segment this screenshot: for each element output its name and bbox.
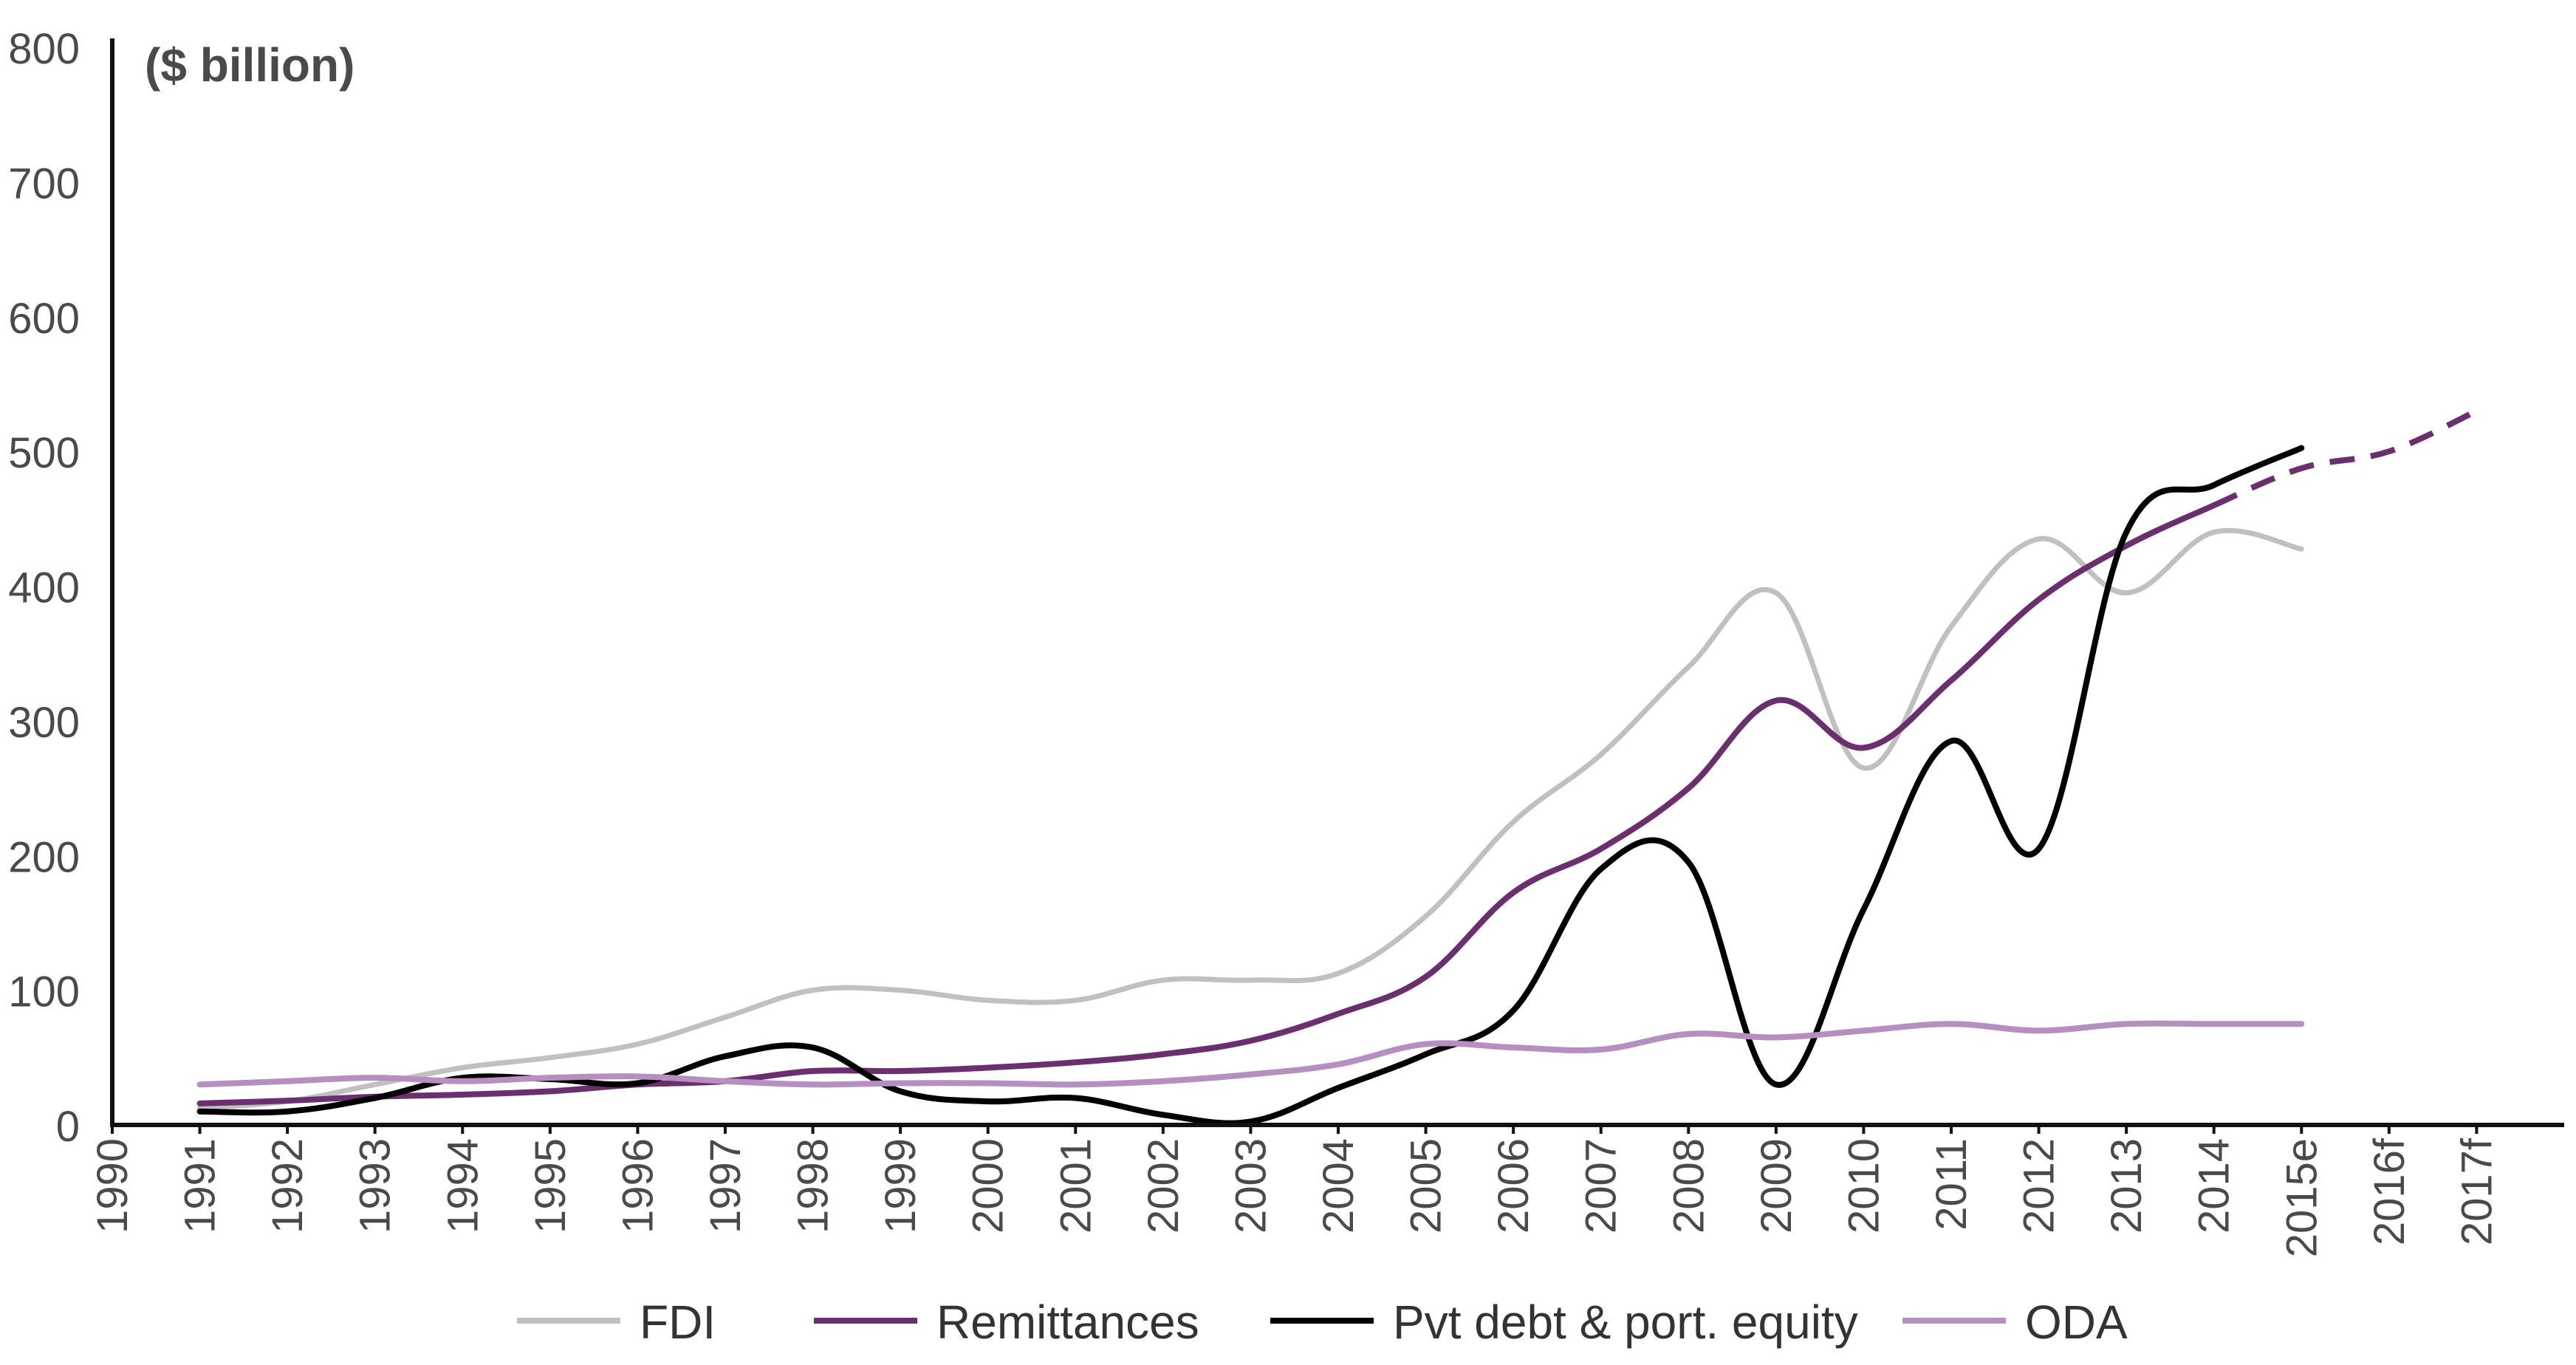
series-line-remittances-forecast bbox=[2213, 408, 2479, 508]
x-tick-label: 2007 bbox=[1578, 1138, 1626, 1234]
x-tick-label: 1999 bbox=[877, 1138, 925, 1234]
y-tick-label: 0 bbox=[56, 1103, 80, 1151]
y-tick-label: 500 bbox=[8, 429, 80, 477]
x-tick-label: 2013 bbox=[2103, 1138, 2151, 1234]
y-axis-ticks: 0 100 200 300 400 500 600 700 800 bbox=[8, 25, 80, 1151]
x-tick-label: 2008 bbox=[1665, 1138, 1713, 1234]
legend-label: Remittances bbox=[936, 1296, 1199, 1349]
x-tick-label: 1994 bbox=[439, 1138, 487, 1234]
x-tick-label: 2003 bbox=[1227, 1138, 1275, 1234]
x-tick-label: 2011 bbox=[1928, 1138, 1976, 1231]
x-tick-label: 2004 bbox=[1315, 1138, 1363, 1234]
legend-item-pvt-debt-port-equity: Pvt debt & port. equity bbox=[1270, 1296, 1858, 1349]
series-line-pvt-debt-port-equity bbox=[196, 445, 2305, 1126]
series-line-fdi bbox=[197, 527, 2304, 1111]
x-tick-label: 2010 bbox=[1840, 1138, 1888, 1234]
x-tick-label: 2015e bbox=[2278, 1138, 2326, 1257]
x-tick-label: 1990 bbox=[89, 1138, 137, 1234]
x-tick-label: 2006 bbox=[1490, 1138, 1538, 1234]
y-tick-label: 200 bbox=[8, 833, 80, 881]
x-tick-label: 2005 bbox=[1402, 1138, 1450, 1234]
legend-item-fdi: FDI bbox=[517, 1296, 716, 1349]
legend-label: FDI bbox=[640, 1296, 716, 1349]
x-tick-label: 2009 bbox=[1753, 1138, 1801, 1234]
x-tick-label: 2016f bbox=[2366, 1138, 2414, 1245]
x-tick-label: 2012 bbox=[2015, 1138, 2063, 1234]
legend: FDI Remittances Pvt debt & port. equity ODA bbox=[517, 1296, 2128, 1349]
x-axis-ticks: 1990 1991 1992 1993 1994 1995 1996 1997 1998 1999… bbox=[89, 1125, 2501, 1257]
y-tick-label: 800 bbox=[8, 25, 80, 73]
y-axis-label: ($ billion) bbox=[145, 38, 354, 92]
y-tick-label: 700 bbox=[8, 160, 80, 208]
legend-item-oda: ODA bbox=[1902, 1296, 2128, 1349]
x-tick-label: 1996 bbox=[614, 1138, 662, 1234]
x-tick-label: 1991 bbox=[177, 1138, 225, 1234]
x-tick-label: 1995 bbox=[527, 1138, 575, 1234]
y-tick-label: 400 bbox=[8, 564, 80, 612]
x-tick-label: 1993 bbox=[352, 1138, 400, 1234]
x-tick-label: 1998 bbox=[789, 1138, 837, 1234]
y-tick-label: 600 bbox=[8, 295, 80, 343]
series-lines bbox=[196, 408, 2479, 1126]
x-tick-label: 1992 bbox=[264, 1138, 312, 1234]
series-line-oda bbox=[196, 1020, 2305, 1088]
y-tick-label: 100 bbox=[8, 968, 80, 1016]
legend-label: ODA bbox=[2025, 1296, 2128, 1349]
x-tick-label: 2000 bbox=[965, 1138, 1013, 1234]
legend-label: Pvt debt & port. equity bbox=[1393, 1296, 1858, 1349]
x-tick-label: 2002 bbox=[1140, 1138, 1188, 1234]
x-tick-label: 2014 bbox=[2190, 1138, 2238, 1234]
x-tick-label: 2001 bbox=[1052, 1138, 1100, 1234]
series-line-remittances bbox=[196, 502, 2217, 1106]
x-tick-label: 2017f bbox=[2453, 1138, 2501, 1245]
y-tick-label: 300 bbox=[8, 699, 80, 747]
x-tick-label: 1997 bbox=[702, 1138, 750, 1234]
legend-item-remittances: Remittances bbox=[814, 1296, 1199, 1349]
